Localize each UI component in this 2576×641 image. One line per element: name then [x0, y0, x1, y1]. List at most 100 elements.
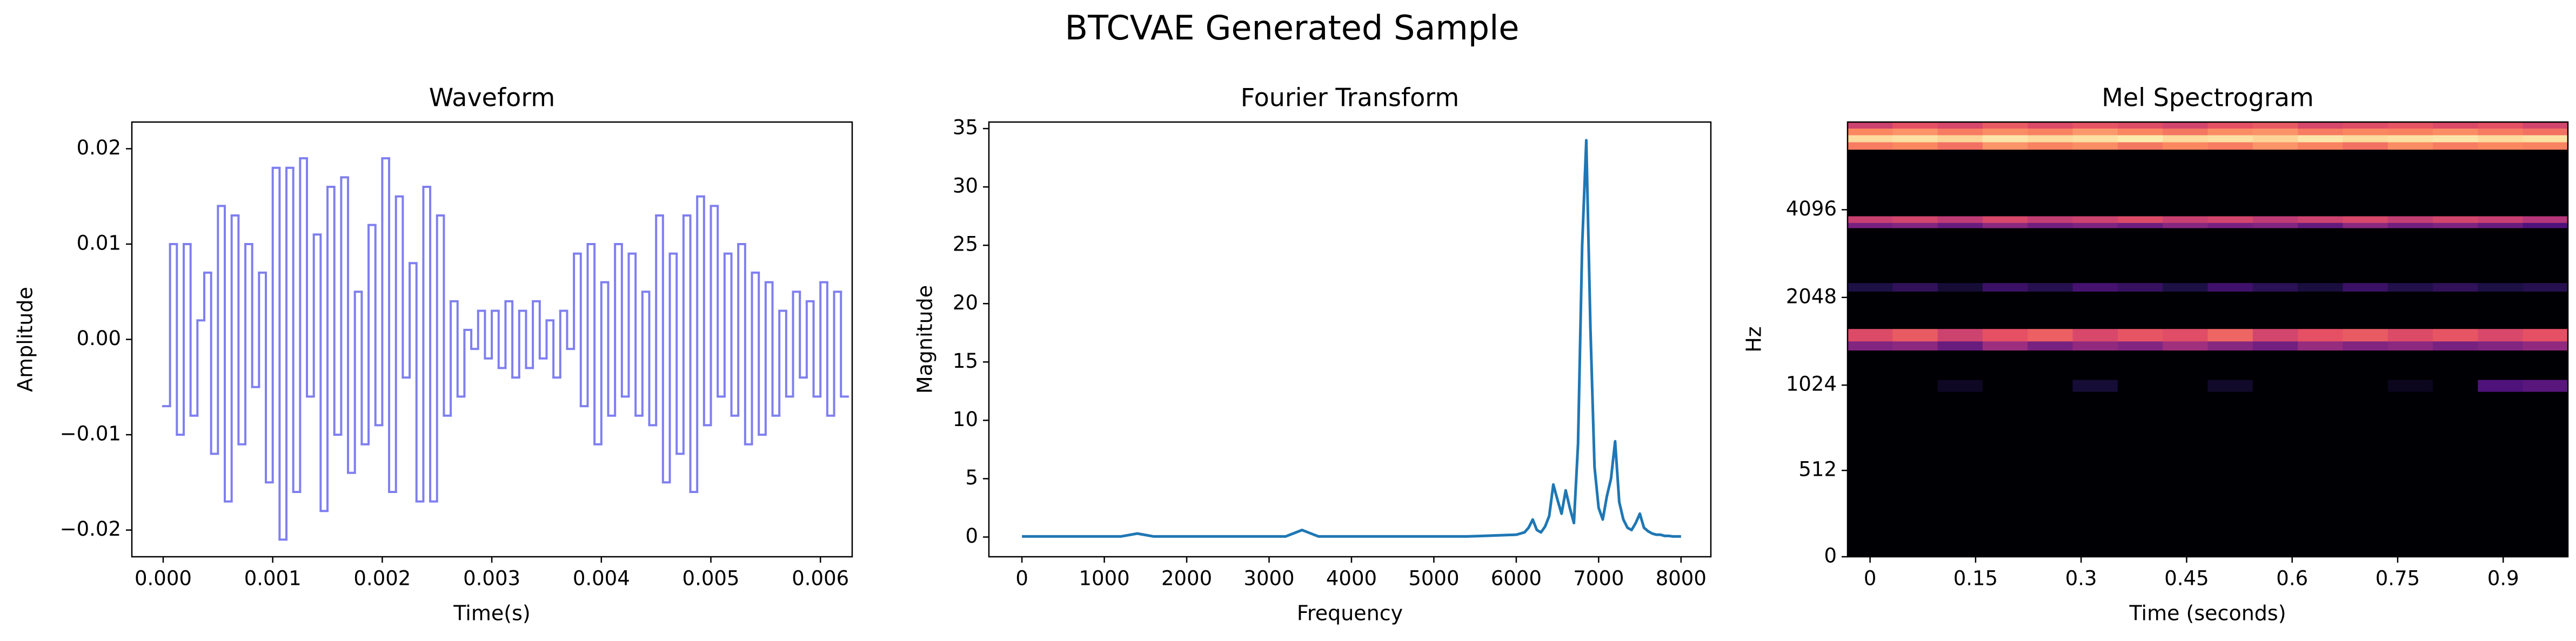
heatmap-cell: [1982, 291, 2028, 329]
heatmap-cell: [2298, 222, 2344, 228]
heatmap-cell: [2117, 134, 2163, 143]
heatmap-cell: [1892, 227, 1938, 284]
heatmap-cell: [2343, 128, 2388, 136]
heatmap-cell: [2163, 328, 2209, 342]
heatmap-cell: [2117, 149, 2163, 217]
heatmap-cell: [2387, 341, 2433, 351]
y-tick-label: 15: [953, 349, 978, 373]
heatmap-cell: [2207, 282, 2253, 292]
heatmap-cell: [1937, 222, 1983, 228]
heatmap-cell: [2028, 215, 2073, 223]
heatmap-cell: [2072, 128, 2118, 136]
heatmap-cell: [2523, 391, 2568, 557]
heatmap-cell: [2523, 341, 2568, 351]
y-tick-label: 0.01: [77, 231, 121, 254]
heatmap-cell: [2028, 134, 2073, 143]
heatmap-cell: [1937, 328, 1983, 342]
heatmap-cell: [2207, 379, 2253, 392]
heatmap-cell: [1937, 128, 1983, 136]
heatmap-cell: [2117, 128, 2163, 136]
heatmap-cell: [2207, 149, 2253, 217]
x-tick-label: 5000: [1408, 567, 1459, 590]
heatmap-cell: [2207, 134, 2253, 143]
heatmap-cell: [2117, 122, 2163, 129]
heatmap-cell: [1892, 149, 1938, 217]
heatmap-cell: [2028, 350, 2073, 380]
heatmap-cell: [2072, 341, 2118, 351]
heatmap-cell: [1937, 391, 1983, 557]
x-tick-label: 8000: [1656, 567, 1707, 590]
heatmap-cell: [2343, 291, 2388, 329]
heatmap-cell: [1982, 328, 2028, 342]
heatmap-cell: [2523, 134, 2568, 143]
x-tick-label: 1000: [1079, 567, 1130, 590]
heatmap-cell: [2387, 291, 2433, 329]
heatmap-cell: [2433, 341, 2478, 351]
heatmap-cell: [2298, 282, 2344, 292]
x-tick-label: 0.005: [683, 567, 740, 590]
heatmap-cell: [2028, 222, 2073, 228]
heatmap-cell: [2207, 328, 2253, 342]
heatmap-cell: [2163, 141, 2209, 150]
heatmap-cell: [2028, 141, 2073, 150]
heatmap-cell: [2207, 350, 2253, 380]
heatmap-cell: [2433, 282, 2478, 292]
heatmap-cell: [2117, 379, 2163, 392]
heatmap-cell: [2252, 350, 2298, 380]
heatmap-cell: [2343, 328, 2388, 342]
heatmap-cell: [2163, 391, 2209, 557]
heatmap-cell: [1937, 215, 1983, 223]
heatmap-cell: [1937, 122, 1983, 129]
heatmap-cell: [2523, 328, 2568, 342]
x-tick-label: 0.75: [2376, 567, 2420, 590]
heatmap-cell: [2252, 141, 2298, 150]
heatmap-cell: [2343, 341, 2388, 351]
heatmap-cell: [2433, 227, 2478, 284]
y-tick-label: 25: [953, 233, 978, 256]
x-tick-label: 0.45: [2164, 567, 2209, 590]
heatmap-cell: [2433, 122, 2478, 129]
heatmap-cell: [2478, 341, 2524, 351]
heatmap-cell: [2298, 291, 2344, 329]
heatmap-cell: [2117, 291, 2163, 329]
heatmap-cell: [1892, 222, 1938, 228]
heatmap-cell: [1982, 134, 2028, 143]
heatmap-cell: [2252, 341, 2298, 351]
heatmap-cell: [1982, 122, 2028, 129]
plot-area: [1848, 122, 2568, 557]
heatmap-cell: [2523, 282, 2568, 292]
heatmap-cell: [2343, 141, 2388, 150]
heatmap-cell: [2478, 149, 2524, 217]
heatmap-cell: [2478, 391, 2524, 557]
heatmap-cell: [2433, 141, 2478, 150]
heatmap-cell: [2117, 282, 2163, 292]
heatmap-cell: [2072, 141, 2118, 150]
heatmap-cell: [2478, 222, 2524, 228]
heatmap-cell: [2028, 391, 2073, 557]
heatmap-cell: [1937, 379, 1983, 392]
heatmap-cell: [1982, 149, 2028, 217]
heatmap-cell: [2207, 128, 2253, 136]
axes-title: Fourier Transform: [1241, 83, 1459, 112]
y-axis-label: Magnitude: [913, 285, 937, 394]
heatmap-cell: [2387, 141, 2433, 150]
x-tick-label: 0: [1015, 567, 1028, 590]
heatmap-cell: [1848, 128, 1893, 136]
heatmap-cell: [1848, 149, 1893, 217]
heatmap-cell: [2298, 215, 2344, 223]
heatmap-cell: [2163, 222, 2209, 228]
y-tick-label: 0.00: [77, 327, 121, 350]
heatmap-cell: [2298, 328, 2344, 342]
heatmap-cell: [2343, 134, 2388, 143]
heatmap-cell: [1982, 350, 2028, 380]
x-tick-label: 0.001: [244, 567, 302, 590]
heatmap-cell: [2478, 227, 2524, 284]
subplot: 0.000 0.001 0.002 0.003 0.004 0.005 0.006 −0.02…: [14, 83, 853, 625]
y-tick-label: 512: [1798, 458, 1837, 481]
heatmap-cell: [2207, 391, 2253, 557]
heatmap-cell: [2478, 122, 2524, 129]
heatmap-cell: [1892, 215, 1938, 223]
heatmap-cell: [2117, 227, 2163, 284]
